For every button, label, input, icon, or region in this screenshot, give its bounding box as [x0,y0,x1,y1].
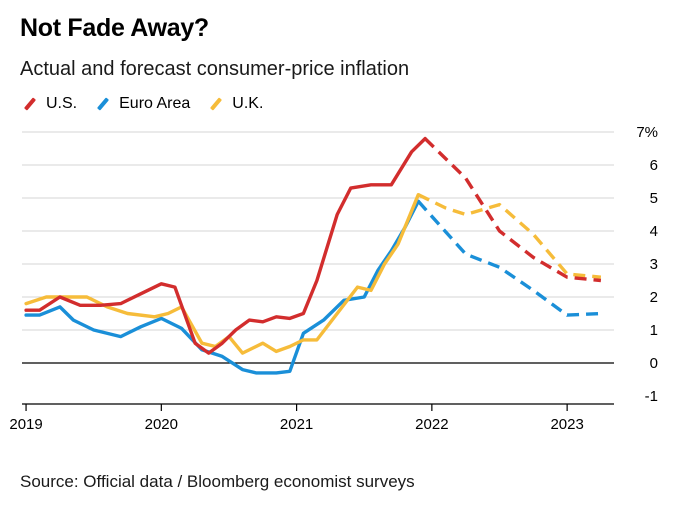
chart-subtitle: Actual and forecast consumer-price infla… [20,58,410,80]
y-tick-label: 7% [636,124,658,141]
y-tick-label: 4 [650,223,658,240]
y-tick-label: 6 [650,157,658,174]
x-tick-label: 2020 [145,416,178,433]
y-tick-label: 0 [650,355,658,372]
y-tick-label: -1 [645,388,658,405]
legend-item-euro: Euro Area [93,95,190,113]
chart-title: Not Fade Away? [20,14,209,42]
series-line-us-actual [24,136,427,355]
y-tick-label: 5 [650,190,658,207]
series-line-uk-forecast [417,193,602,279]
legend: U.S. Euro Area U.K. [20,93,279,115]
y-tick-label: 2 [650,289,658,306]
legend-label-uk: U.K. [232,95,264,112]
series-line-us-forecast [423,137,602,283]
y-tick-label: 3 [650,256,658,273]
source-note: Source: Official data / Bloomberg econom… [20,472,415,491]
legend-item-uk: U.K. [206,95,263,113]
legend-item-us: U.S. [20,95,77,113]
legend-label-us: U.S. [46,95,78,112]
x-tick-label: 2019 [9,416,42,433]
series-line-euro-forecast [417,200,601,317]
x-tick-label: 2023 [550,416,583,433]
x-tick-label: 2022 [415,416,448,433]
legend-label-euro: Euro Area [119,95,191,112]
y-tick-label: 1 [650,322,658,339]
x-tick-label: 2021 [280,416,313,433]
series-line-uk-actual [24,192,420,355]
